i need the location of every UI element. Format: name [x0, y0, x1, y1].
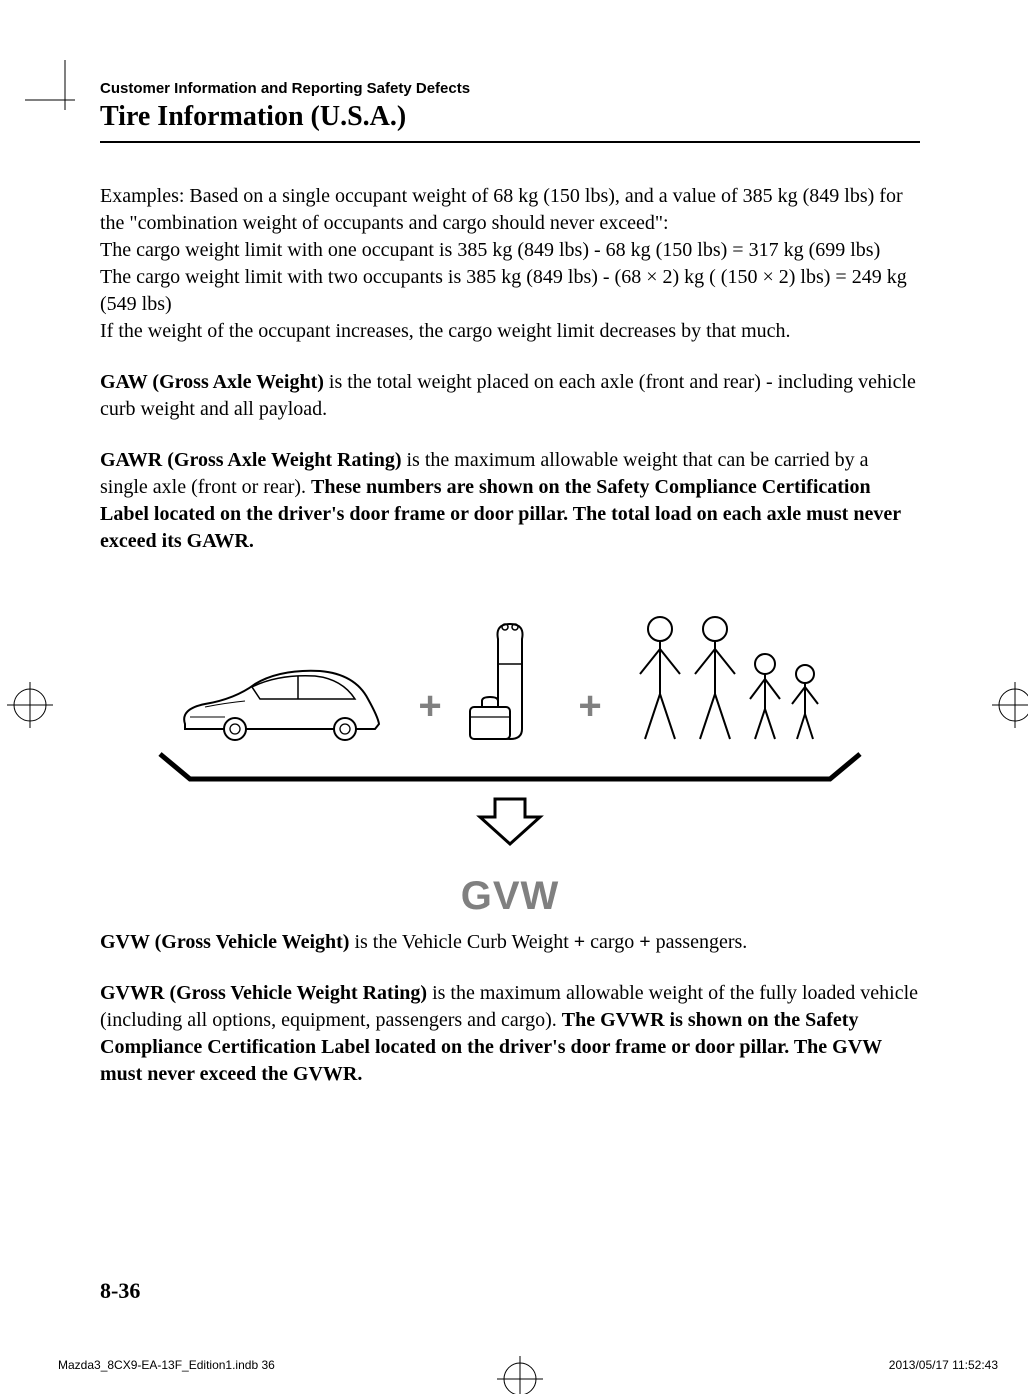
registration-mark-right [990, 680, 1028, 730]
title-rule [100, 141, 920, 143]
page-content: Customer Information and Reporting Safet… [100, 80, 920, 1112]
gvw-plus-1: + [574, 931, 585, 953]
svg-text:+: + [578, 684, 601, 728]
gaw-term: GAW (Gross Axle Weight) [100, 371, 324, 393]
gvw-diagram: + + [130, 579, 890, 919]
registration-mark-left [5, 680, 55, 730]
gvwr-term: GVWR (Gross Vehicle Weight Rating) [100, 982, 427, 1004]
family-icon [640, 617, 818, 739]
examples-paragraph: Examples: Based on a single occupant wei… [100, 183, 920, 345]
down-arrow-icon [480, 799, 540, 844]
gvw-def-2: cargo [585, 931, 639, 953]
gawr-term: GAWR (Gross Axle Weight Rating) [100, 449, 402, 471]
footer-timestamp: 2013/05/17 11:52:43 [889, 1358, 998, 1372]
page-title: Tire Information (U.S.A.) [100, 101, 920, 133]
gvw-diagram-label: GVW [130, 874, 890, 919]
footer-filename: Mazda3_8CX9-EA-13F_Edition1.indb 36 [58, 1358, 275, 1372]
crop-mark-top-left [25, 60, 95, 130]
section-breadcrumb: Customer Information and Reporting Safet… [100, 80, 920, 97]
gvw-def-1: is the Vehicle Curb Weight [349, 931, 573, 953]
gvw-plus-2: + [639, 931, 650, 953]
gawr-paragraph: GAWR (Gross Axle Weight Rating) is the m… [100, 447, 920, 555]
gvw-def-3: passengers. [651, 931, 748, 953]
registration-mark-bottom [495, 1354, 545, 1394]
page-number: 8-36 [100, 1278, 140, 1304]
gvw-term: GVW (Gross Vehicle Weight) [100, 931, 349, 953]
gvw-paragraph: GVW (Gross Vehicle Weight) is the Vehicl… [100, 929, 920, 956]
car-icon [184, 671, 379, 740]
gaw-paragraph: GAW (Gross Axle Weight) is the total wei… [100, 369, 920, 423]
luggage-icon [470, 624, 523, 739]
svg-text:+: + [418, 684, 441, 728]
gvwr-paragraph: GVWR (Gross Vehicle Weight Rating) is th… [100, 980, 920, 1088]
